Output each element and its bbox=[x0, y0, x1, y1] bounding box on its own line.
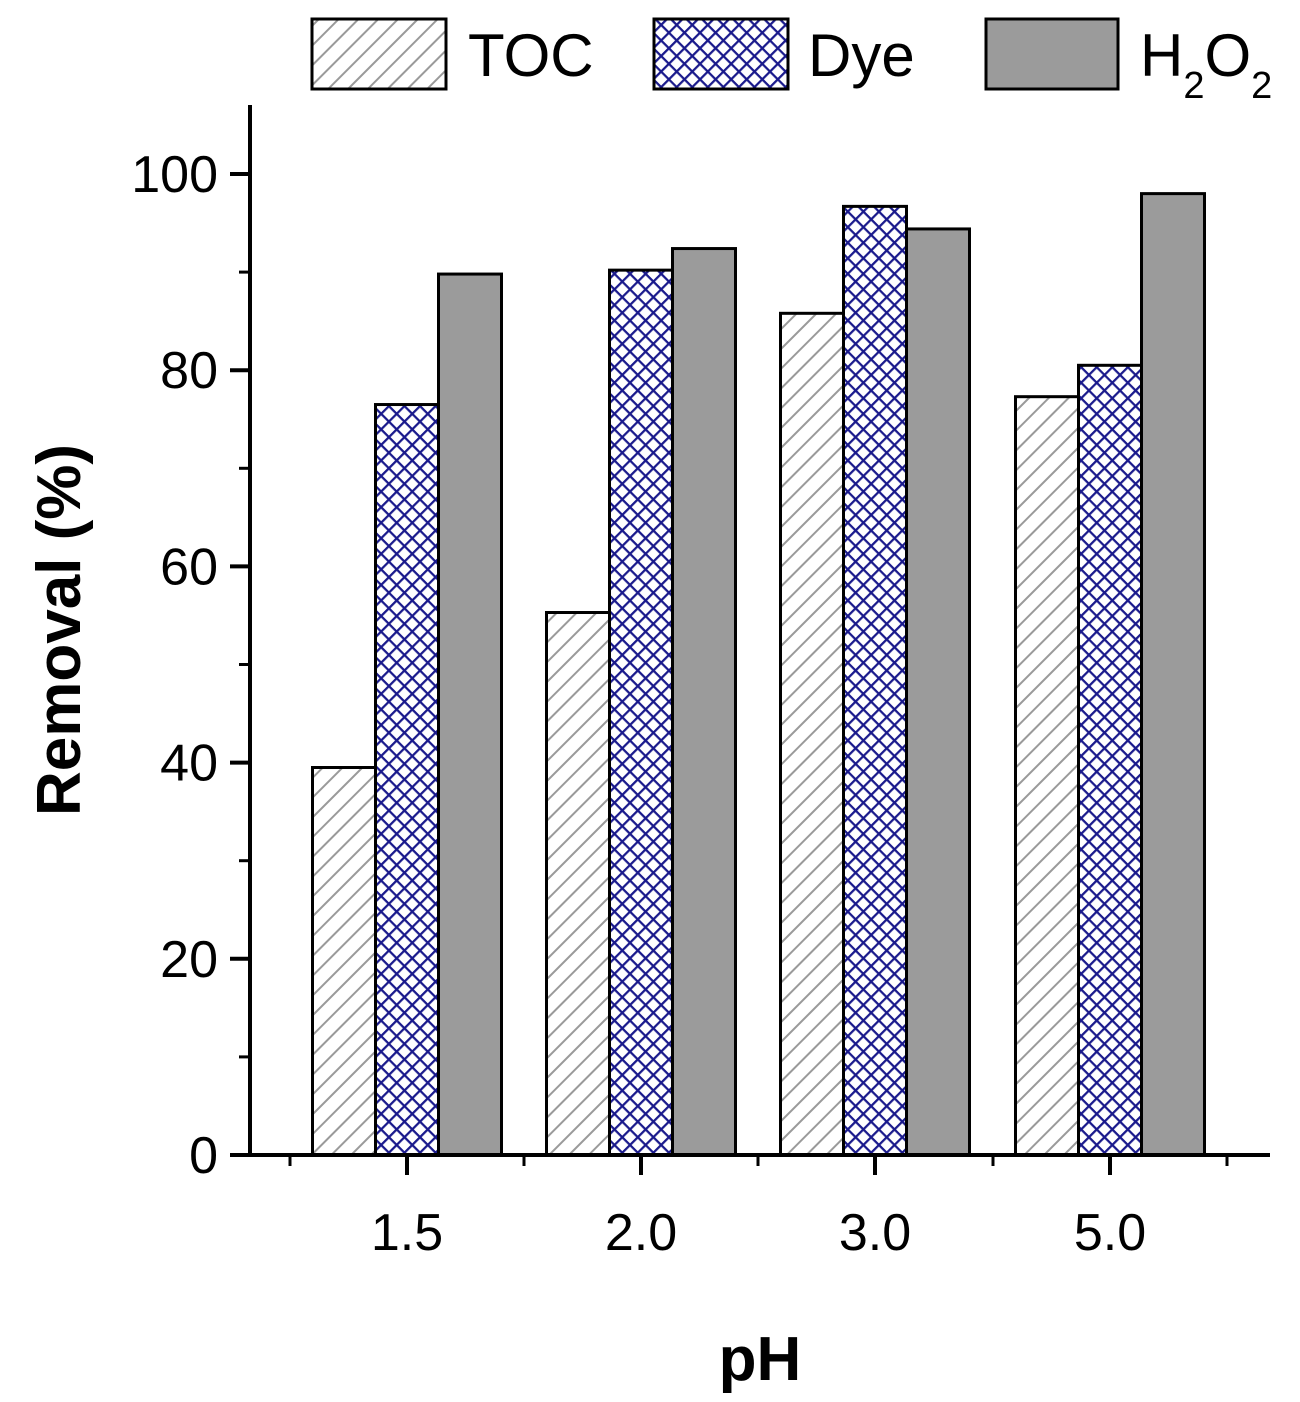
x-tick-label-3.0: 3.0 bbox=[839, 1204, 911, 1262]
bar-h2o2-ph-5.0 bbox=[1140, 192, 1206, 1157]
x-ticks-group: 1.5 2.0 3.0 5.0 bbox=[288, 1155, 1229, 1262]
x-tick-label-1.5: 1.5 bbox=[371, 1204, 443, 1262]
legend-h2o2-sub-2: 2 bbox=[1251, 65, 1272, 107]
y-axis-title: Removal (%) bbox=[25, 444, 94, 816]
legend-label-dye: Dye bbox=[808, 22, 915, 89]
y-tick-label-40: 40 bbox=[160, 735, 218, 793]
y-tick-label-100: 100 bbox=[131, 146, 218, 204]
bars-group bbox=[311, 192, 1206, 1157]
legend-swatch-h2o2 bbox=[984, 17, 1120, 91]
bar-toc-ph-1.5 bbox=[311, 766, 377, 1157]
x-tick-label-2.0: 2.0 bbox=[605, 1204, 677, 1262]
bar-dye-ph-3.0 bbox=[842, 204, 908, 1157]
bar-h2o2-ph-2.0 bbox=[671, 247, 737, 1157]
legend-swatch-dye bbox=[652, 17, 790, 91]
y-tick-label-80: 80 bbox=[160, 342, 218, 400]
legend-h2o2-sub-1: 2 bbox=[1183, 65, 1204, 107]
legend: TOC Dye H2O2 bbox=[310, 17, 1272, 107]
bar-toc-ph-5.0 bbox=[1014, 395, 1080, 1157]
legend-label-toc: TOC bbox=[468, 22, 594, 89]
y-tick-label-20: 20 bbox=[160, 931, 218, 989]
y-tick-label-0: 0 bbox=[189, 1127, 218, 1185]
y-ticks-group: 0 20 40 60 80 100 bbox=[131, 146, 250, 1185]
bar-h2o2-ph-1.5 bbox=[437, 272, 503, 1157]
bar-dye-ph-1.5 bbox=[374, 403, 440, 1157]
x-tick-label-5.0: 5.0 bbox=[1074, 1204, 1146, 1262]
bar-dye-ph-2.0 bbox=[608, 268, 674, 1157]
x-axis-title: pH bbox=[719, 1325, 802, 1394]
bar-h2o2-ph-3.0 bbox=[905, 227, 971, 1157]
legend-label-h2o2: H2O2 bbox=[1140, 22, 1272, 107]
bar-toc-ph-3.0 bbox=[779, 311, 845, 1157]
bar-toc-ph-2.0 bbox=[545, 611, 611, 1157]
legend-swatch-toc bbox=[310, 17, 448, 91]
y-tick-label-60: 60 bbox=[160, 538, 218, 596]
legend-h2o2-h: H bbox=[1140, 22, 1183, 89]
bar-dye-ph-5.0 bbox=[1077, 363, 1143, 1157]
legend-h2o2-o: O bbox=[1204, 22, 1251, 89]
